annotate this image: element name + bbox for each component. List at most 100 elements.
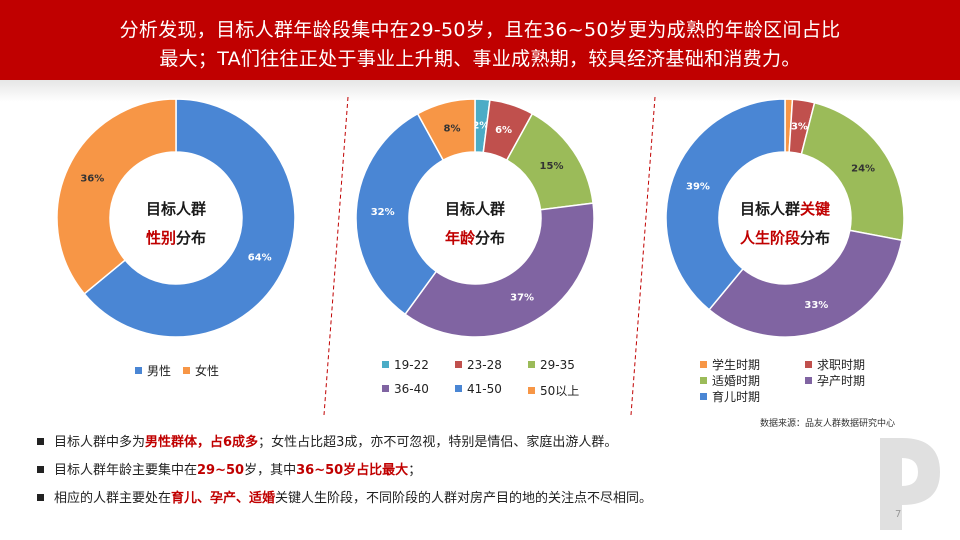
slice-percent-label: 24% (851, 163, 875, 174)
legend-item: 男性 (135, 362, 171, 379)
center-red-text: 关键 (800, 200, 831, 218)
header-banner: 分析发现，目标人群年龄段集中在29-50岁，且在36~50岁更为成熟的年龄区间占… (0, 0, 960, 80)
bullet-item: 目标人群年龄主要集中在29~50岁，其中36~50岁占比最大； (37, 459, 421, 478)
center-black-text: 目标人群 (739, 200, 800, 218)
legend-label: 求职时期 (817, 358, 866, 372)
corner-logo (880, 438, 940, 530)
legend-label: 孕产时期 (817, 374, 866, 388)
legend-label: 学生时期 (712, 358, 761, 372)
legend-item: 19-22 (382, 358, 429, 372)
donut-slice-50以上 (416, 98, 476, 162)
legend-item: 50以上 (528, 382, 579, 399)
legend-swatch (700, 393, 707, 400)
legend-swatch (805, 377, 812, 384)
center-line-1: 目标人群 (444, 200, 505, 218)
legend-item: 女性 (183, 362, 219, 379)
donut-slice-36-40 (404, 202, 595, 338)
bullet-text: 关键人生阶段，不同阶段的人群对房产目的地的关注点不尽相同。 (275, 491, 653, 506)
slice-percent-label: 33% (804, 300, 828, 311)
slice-percent-label: 36% (80, 174, 104, 185)
legend-item: 41-50 (455, 382, 502, 396)
slice-percent-label: 64% (248, 252, 272, 263)
legend-label: 50以上 (540, 384, 580, 398)
header-line-1: 分析发现，目标人群年龄段集中在29-50岁，且在36~50岁更为成熟的年龄区间占… (119, 19, 841, 41)
legend-label: 19-22 (394, 358, 429, 372)
legend-label: 41-50 (467, 382, 502, 396)
legend-item: 36-40 (382, 382, 429, 396)
legend-swatch (700, 361, 707, 368)
legend-item: 适婚时期 (700, 372, 760, 389)
slice-percent-label: 15% (540, 161, 564, 172)
donut-slice-男性 (83, 98, 296, 338)
life-stage-chart-center-label: 目标人群关键 人生阶段分布 (720, 195, 850, 253)
center-red-text: 性别 (145, 229, 176, 247)
legend-swatch (455, 385, 462, 392)
age-chart-center-label: 目标人群 年龄分布 (420, 195, 530, 253)
legend-item: 求职时期 (805, 356, 865, 373)
header-line-2: 最大；TA们往往正处于事业上升期、事业成熟期，较具经济基础和消费力。 (159, 48, 801, 70)
bullet-text: 目标人群年龄主要集中在 (54, 463, 198, 478)
center-line-2: 性别分布 (121, 224, 231, 253)
legend-swatch (700, 377, 707, 384)
gender-chart-center-label: 目标人群 性别分布 (121, 195, 231, 253)
page-number: 7 (895, 509, 902, 520)
legend-label: 适婚时期 (712, 374, 761, 388)
legend-label: 女性 (195, 364, 220, 378)
legend-item: 育儿时期 (700, 388, 760, 405)
bullet-highlight: 男性群体，占6成多 (145, 435, 259, 450)
bullet-square (37, 438, 44, 445)
legend-label: 29-35 (540, 358, 575, 372)
center-line-2: 人生阶段分布 (720, 224, 850, 253)
center-black-text: 分布 (800, 229, 831, 247)
donut-slice-孕产时期 (708, 229, 903, 338)
bullet-text: ；女性占比超3成，亦不可忽视，特别是情侣、家庭出游人群。 (258, 435, 618, 450)
center-black-text: 分布 (176, 229, 207, 247)
center-black-text: 分布 (475, 229, 506, 247)
center-red-text: 人生阶段 (739, 229, 800, 247)
legend-label: 23-28 (467, 358, 502, 372)
header-shadow (0, 80, 960, 102)
slice-percent-label: 2% (472, 121, 489, 132)
donut-slice-41-50 (355, 112, 445, 316)
legend-label: 36-40 (394, 382, 429, 396)
legend-swatch (382, 361, 389, 368)
slice-percent-label: 6% (495, 125, 512, 136)
bullet-text: 岁，其中 (244, 463, 297, 478)
center-red-text: 年龄 (444, 229, 475, 247)
legend-item: 23-28 (455, 358, 502, 372)
legend-swatch (805, 361, 812, 368)
center-line-1: 目标人群 (145, 200, 206, 218)
bullet-item: 目标人群中多为男性群体，占6成多；女性占比超3成，亦不可忽视，特别是情侣、家庭出… (37, 431, 617, 450)
center-line-2: 年龄分布 (420, 224, 530, 253)
slice-percent-label: 39% (686, 182, 710, 193)
slice-percent-label: 3% (791, 122, 808, 133)
bullet-text: 相应的人群主要处在 (54, 491, 172, 506)
bullet-text: 目标人群中多为 (54, 435, 146, 450)
donut-slice-女性 (56, 98, 177, 295)
legend-swatch (183, 367, 190, 374)
legend-item: 孕产时期 (805, 372, 865, 389)
bullet-square (37, 494, 44, 501)
bullet-highlight: 29~50 (197, 463, 245, 478)
legend-swatch (528, 387, 535, 394)
legend-swatch (135, 367, 142, 374)
legend-item: 29-35 (528, 358, 575, 372)
legend-swatch (528, 361, 535, 368)
data-source-note: 数据来源：品友人群数据研究中心 (760, 419, 896, 429)
bullet-item: 相应的人群主要处在育儿、孕产、适婚关键人生阶段，不同阶段的人群对房产目的地的关注… (37, 487, 652, 506)
bullet-highlight: 36~50岁占比最大 (296, 463, 409, 478)
slice-percent-label: 8% (444, 123, 461, 134)
legend-swatch (382, 385, 389, 392)
donut-slice-育儿时期 (665, 98, 786, 311)
legend-item: 学生时期 (700, 356, 760, 373)
bullet-text: ； (408, 463, 422, 478)
donut-slice-适婚时期 (800, 101, 905, 242)
slice-percent-label: 32% (371, 207, 395, 218)
bullet-highlight: 育儿、孕产、适婚 (171, 491, 276, 506)
legend-swatch (455, 361, 462, 368)
bullet-square (37, 466, 44, 473)
slice-percent-label: 37% (510, 293, 534, 304)
